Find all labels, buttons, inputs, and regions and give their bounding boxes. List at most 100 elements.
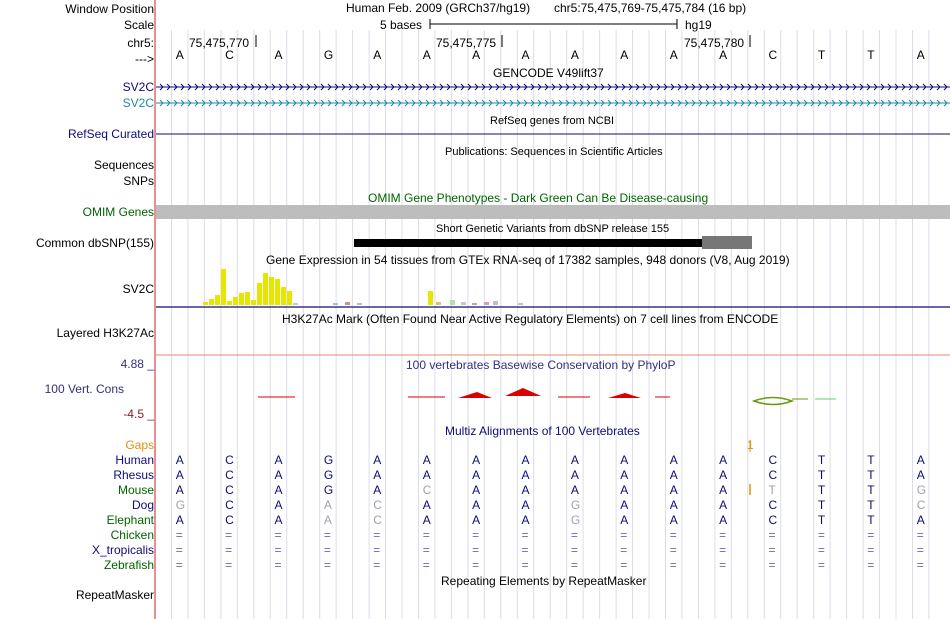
position-text: chr5:75,475,769-75,475,784 (16 bp) xyxy=(554,1,747,15)
strand-chevron xyxy=(922,83,927,91)
gtex-tissue-bar xyxy=(233,297,238,305)
strand-chevron xyxy=(943,83,948,91)
alignment-base: A xyxy=(521,513,530,527)
track-label-phylop[interactable]: 100 Vert. Cons xyxy=(44,382,124,396)
strand-chevron xyxy=(250,99,255,107)
track-label-refseq[interactable]: RefSeq Curated xyxy=(67,127,154,141)
alignment-base: A xyxy=(521,453,530,467)
strand-chevron xyxy=(859,99,864,107)
base-letter: A xyxy=(669,48,678,62)
track-label-h3k27ac[interactable]: Layered H3K27Ac xyxy=(56,326,154,340)
phylop-peak xyxy=(458,392,492,398)
strand-chevron xyxy=(740,99,745,107)
alignment-base: A xyxy=(175,453,184,467)
alignment-base: A xyxy=(521,483,530,497)
track-label-sv2c-2[interactable]: SV2C xyxy=(122,96,154,110)
strand-chevron xyxy=(943,99,948,107)
species-label-dog[interactable]: Dog xyxy=(131,498,154,512)
species-label-mouse[interactable]: Mouse xyxy=(117,483,154,497)
strand-chevron xyxy=(180,83,185,91)
strand-chevron xyxy=(236,99,241,107)
species-label-human[interactable]: Human xyxy=(115,453,154,467)
alignment-base: A xyxy=(620,453,629,467)
strand-chevron xyxy=(439,83,444,91)
alignment-base: = xyxy=(175,528,183,542)
track-label-repeatmasker[interactable]: RepeatMasker xyxy=(75,588,154,602)
strand-chevron xyxy=(362,99,367,107)
alignment-base: A xyxy=(422,498,431,512)
strand-chevron xyxy=(705,99,710,107)
species-label-rhesus[interactable]: Rhesus xyxy=(113,468,154,482)
track-label-gtex[interactable]: SV2C xyxy=(122,282,154,296)
species-label-zebrafish[interactable]: Zebrafish xyxy=(103,558,154,572)
phylop-peak xyxy=(608,393,641,398)
alignment-base: = xyxy=(768,558,776,572)
phylop-signal xyxy=(258,388,836,406)
strand-chevron xyxy=(544,99,549,107)
alignment-base: = xyxy=(323,543,331,557)
alignment-base: G xyxy=(570,513,581,527)
alignment-base: A xyxy=(373,468,382,482)
gtex-tissue-bar xyxy=(275,279,280,305)
track-label-omim[interactable]: OMIM Genes xyxy=(82,205,154,219)
gtex-tissue-bar xyxy=(345,302,350,305)
alignment-base: = xyxy=(422,528,430,542)
alignment-base: C xyxy=(768,468,778,482)
strand-chevron xyxy=(257,83,262,91)
omim-track-title: OMIM Gene Phenotypes - Dark Green Can Be… xyxy=(368,191,709,205)
assembly-text: Human Feb. 2009 (GRCh37/hg19) xyxy=(346,1,531,15)
base-letter: A xyxy=(916,48,925,62)
gtex-tissue-bar xyxy=(472,303,477,305)
strand-chevron xyxy=(908,99,913,107)
strand-chevron xyxy=(607,83,612,91)
alignment-base: A xyxy=(422,453,431,467)
alignment-base: A xyxy=(916,453,925,467)
strand-chevron xyxy=(915,83,920,91)
strand-chevron xyxy=(411,83,416,91)
alignment-base: = xyxy=(521,558,529,572)
gtex-tissue-bar xyxy=(436,302,441,305)
strand-chevron xyxy=(635,83,640,91)
alignment-base: = xyxy=(274,558,282,572)
strand-chevron xyxy=(292,99,297,107)
alignment-base: T xyxy=(817,483,826,497)
strand-chevron xyxy=(264,83,269,91)
alignment-base: = xyxy=(472,528,480,542)
track-label-snps[interactable]: SNPs xyxy=(123,174,154,188)
strand-chevron xyxy=(523,99,528,107)
strand-chevron xyxy=(215,83,220,91)
strand-chevron xyxy=(684,99,689,107)
publications-track-title: Publications: Sequences in Scientific Ar… xyxy=(445,146,663,158)
strand-chevron xyxy=(607,99,612,107)
alignment-base: = xyxy=(175,558,183,572)
alignment-base: = xyxy=(274,543,282,557)
strand-chevron xyxy=(187,83,192,91)
alignment-base: A xyxy=(570,468,579,482)
strand-chevron xyxy=(264,99,269,107)
strand-chevron xyxy=(404,83,409,91)
strand-chevron xyxy=(600,83,605,91)
strand-chevron xyxy=(327,83,332,91)
species-label-chicken[interactable]: Chicken xyxy=(110,528,154,542)
track-label-dbsnp[interactable]: Common dbSNP(155) xyxy=(35,236,154,250)
strand-chevron xyxy=(474,83,479,91)
species-label-elephant[interactable]: Elephant xyxy=(106,513,154,527)
strand-chevron xyxy=(320,99,325,107)
gtex-tissue-bar xyxy=(493,301,498,305)
strand-chevron xyxy=(572,83,577,91)
strand-chevron xyxy=(236,83,241,91)
alignment-base: A xyxy=(669,498,678,512)
track-label-sv2c-1[interactable]: SV2C xyxy=(122,80,154,94)
strand-chevron xyxy=(838,99,843,107)
species-label-xtropicalis[interactable]: X_tropicalis xyxy=(91,543,154,557)
strand-chevron xyxy=(600,99,605,107)
strand-chevron xyxy=(817,99,822,107)
strand-chevron xyxy=(180,99,185,107)
gtex-bars xyxy=(203,269,523,305)
strand-chevron xyxy=(488,99,493,107)
track-label-sequences[interactable]: Sequences xyxy=(93,158,154,172)
strand-chevron xyxy=(348,83,353,91)
strand-chevron xyxy=(446,99,451,107)
